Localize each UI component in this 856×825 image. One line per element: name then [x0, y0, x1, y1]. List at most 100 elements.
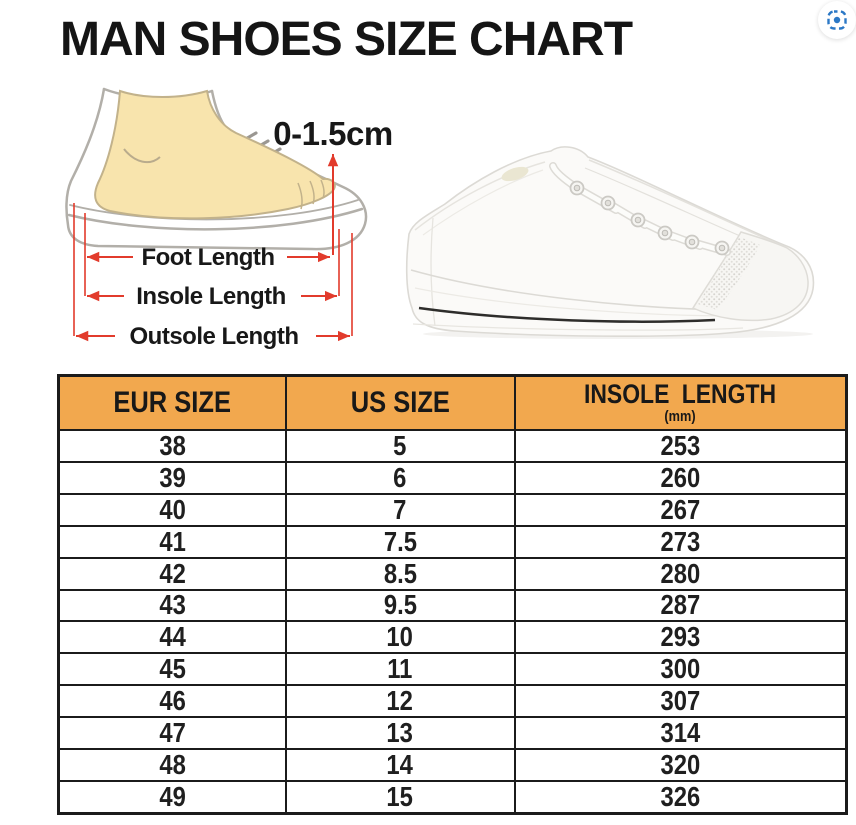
cell-value: 300	[660, 653, 701, 685]
cell-value: 43	[159, 589, 186, 621]
us-size-cell: 5	[284, 429, 516, 463]
table-row: 44 10 293	[57, 620, 848, 655]
eur-size-cell: 45	[57, 652, 287, 687]
cell-value: 15	[386, 780, 414, 812]
eur-size-cell: 43	[57, 588, 287, 623]
size-table: EUR SIZE US SIZE INSOLE LENGTH (mm) 38 5 25…	[57, 374, 848, 815]
insole-length-cell: 273	[513, 524, 848, 559]
cell-value: 253	[660, 429, 701, 461]
cell-value: 9.5	[383, 589, 417, 621]
cell-value: 6	[393, 461, 407, 493]
cell-value: 13	[386, 717, 414, 749]
cell-value: 260	[660, 461, 701, 493]
cell-value: 40	[159, 493, 186, 525]
table-row: 49 15 326	[57, 779, 848, 815]
us-size-cell: 9.5	[284, 588, 516, 623]
table-row: 42 8.5 280	[57, 556, 848, 591]
insole-length-label: Insole Length	[136, 283, 286, 310]
table-row: 47 13 314	[57, 716, 848, 751]
cell-value: 39	[159, 461, 186, 493]
cell-value: 49	[159, 780, 186, 812]
table-row: 43 9.5 287	[57, 588, 848, 623]
cell-value: 7.5	[383, 525, 417, 557]
cell-value: 46	[159, 685, 186, 717]
cell-value: 267	[660, 493, 701, 525]
us-size-cell: 6	[284, 460, 516, 495]
cell-value: 314	[660, 717, 701, 749]
col-header-insole-length: INSOLE LENGTH (mm)	[513, 374, 848, 431]
insole-length-cell: 314	[513, 716, 848, 751]
us-size-cell: 15	[284, 779, 516, 815]
table-row: 48 14 320	[57, 748, 848, 782]
cell-value: 287	[660, 589, 701, 621]
cell-value: 320	[660, 749, 701, 781]
insole-length-cell: 287	[513, 588, 848, 623]
col-header-eur-size: EUR SIZE	[57, 374, 287, 431]
cell-value: 326	[660, 780, 701, 812]
insole-length-cell: 253	[513, 429, 848, 463]
insole-length-cell: 260	[513, 460, 848, 495]
foot-length-label: Foot Length	[141, 244, 274, 271]
sneaker-body	[405, 146, 815, 339]
table-row: 46 12 307	[57, 684, 848, 719]
col-header-us-size: US SIZE	[284, 374, 516, 431]
us-size-cell: 8.5	[284, 556, 516, 591]
insole-length-cell: 326	[513, 779, 848, 815]
eur-size-cell: 46	[57, 684, 287, 719]
eur-size-cell: 41	[57, 524, 287, 559]
toe-gap-label: 0-1.5cm	[273, 115, 392, 152]
page-title: MAN SHOES SIZE CHART	[60, 13, 633, 66]
measurement-arrows	[73, 154, 353, 342]
us-size-cell: 13	[284, 716, 516, 751]
cell-value: 8.5	[383, 557, 417, 589]
eur-size-cell: 38	[57, 429, 287, 463]
eur-size-cell: 40	[57, 492, 287, 527]
cell-value: 48	[159, 749, 186, 781]
table-row: 38 5 253	[57, 429, 848, 463]
cell-value: 12	[386, 685, 414, 717]
table-row: 39 6 260	[57, 460, 848, 495]
eur-size-cell: 39	[57, 460, 287, 495]
eur-size-cell: 44	[57, 620, 287, 655]
cell-value: 280	[660, 557, 701, 589]
cell-value: 10	[386, 621, 414, 653]
cell-value: 293	[660, 621, 701, 653]
us-size-cell: 12	[284, 684, 516, 719]
cell-value: 273	[660, 525, 701, 557]
cell-value: 14	[386, 749, 414, 781]
us-size-cell: 10	[284, 620, 516, 655]
insole-length-cell: 320	[513, 748, 848, 782]
table-row: 45 11 300	[57, 652, 848, 687]
eur-size-cell: 48	[57, 748, 287, 782]
cell-value: 11	[387, 653, 413, 685]
sneaker-eyelets	[569, 180, 730, 256]
cell-value: 41	[159, 525, 186, 557]
insole-length-cell: 300	[513, 652, 848, 687]
visual-search-icon	[827, 10, 847, 30]
us-size-cell: 11	[284, 652, 516, 687]
eur-size-cell: 42	[57, 556, 287, 591]
cell-value: 42	[159, 557, 186, 589]
foot-shape	[94, 89, 336, 220]
insole-length-cell: 280	[513, 556, 848, 591]
table-row: 40 7 267	[57, 492, 848, 527]
outsole-length-label: Outsole Length	[130, 323, 299, 350]
cell-value: 5	[393, 429, 407, 461]
col-header-unit: (mm)	[664, 407, 696, 425]
us-size-cell: 7	[284, 492, 516, 527]
cell-value: 307	[660, 685, 701, 717]
cell-value: 47	[159, 717, 186, 749]
us-size-cell: 14	[284, 748, 516, 782]
insole-length-cell: 307	[513, 684, 848, 719]
foot-measurement-diagram: 0-1.5cm Foot Length Insole Length Outsol…	[65, 87, 393, 350]
table-row: 41 7.5 273	[57, 524, 848, 559]
cell-value: 7	[393, 493, 407, 525]
eur-size-cell: 49	[57, 779, 287, 815]
cell-value: 44	[159, 621, 186, 653]
insole-length-cell: 293	[513, 620, 848, 655]
insole-length-cell: 267	[513, 492, 848, 527]
col-header-label: US SIZE	[350, 386, 450, 419]
cell-value: 45	[159, 653, 186, 685]
visual-search-button[interactable]	[818, 1, 856, 39]
